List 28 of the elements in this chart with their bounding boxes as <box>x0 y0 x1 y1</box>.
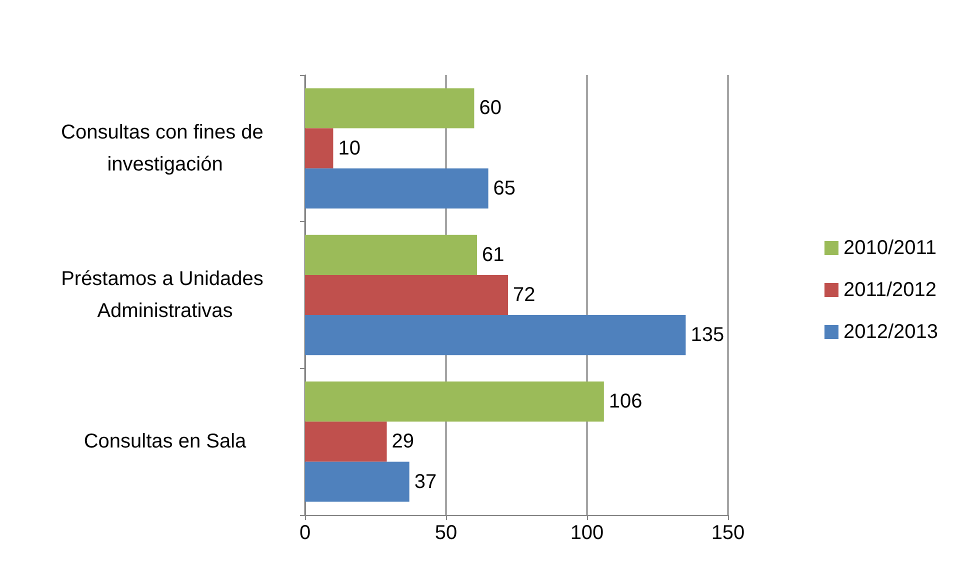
data-label: 72 <box>513 284 536 306</box>
data-label: 10 <box>338 137 360 160</box>
y-tick-label: Préstamos a Unidades Administrativas <box>61 268 269 322</box>
data-label: 37 <box>414 470 437 493</box>
bar <box>305 274 508 316</box>
data-label: 61 <box>482 244 504 266</box>
data-label: 106 <box>608 390 642 413</box>
bar <box>305 88 474 128</box>
x-tick-label: 150 <box>711 522 745 544</box>
bar <box>305 234 478 275</box>
data-label: 60 <box>479 97 502 120</box>
legend-label: 2012/2013 <box>843 321 938 343</box>
bar <box>305 128 334 168</box>
x-tick-label: 0 <box>299 522 311 544</box>
data-label: 65 <box>493 177 516 200</box>
bar <box>305 422 387 462</box>
y-tick-label: Consultas en Sala <box>84 430 248 453</box>
bar <box>305 315 686 356</box>
legend-label: 2010/2011 <box>843 237 937 259</box>
bar <box>305 382 604 422</box>
legend-label: 2011/2012 <box>843 279 937 301</box>
data-label: 135 <box>690 324 724 346</box>
x-tick-label: 100 <box>570 522 604 544</box>
y-tick-label: Consultas con fines de investigación <box>61 121 269 176</box>
x-tick-label: 50 <box>434 522 458 544</box>
bar <box>305 462 410 502</box>
bar <box>305 168 488 208</box>
data-label: 29 <box>392 430 414 453</box>
